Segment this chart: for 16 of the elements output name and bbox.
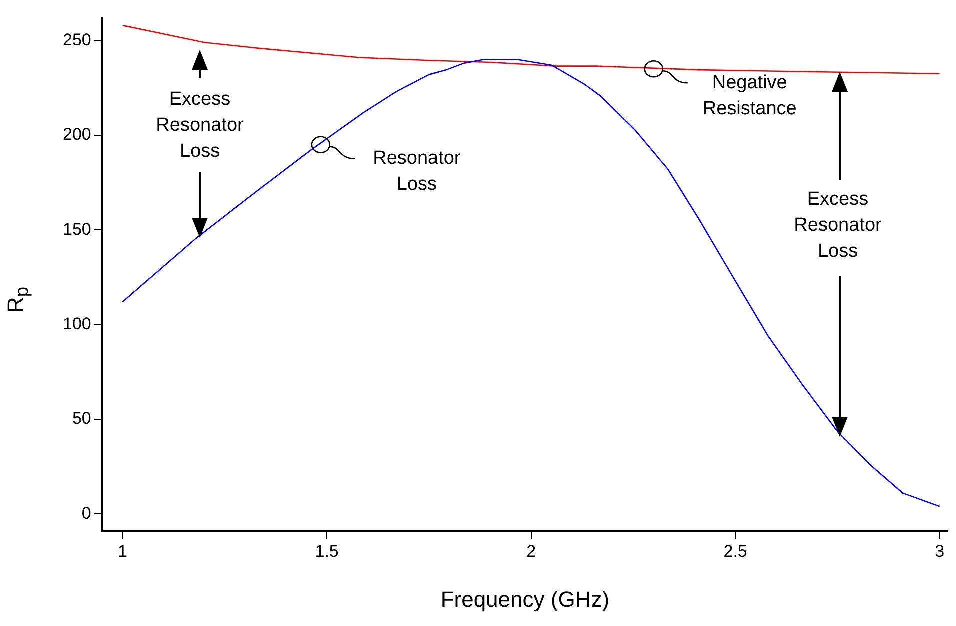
annotation: Excess Resonator Loss — [156, 89, 244, 162]
x-tick-label: 3 — [935, 542, 945, 562]
x-tick-label: 2 — [526, 542, 536, 562]
y-tick-label: 100 — [62, 314, 92, 334]
y-tick-label: 250 — [62, 30, 92, 50]
x-tick-label: 2.5 — [724, 542, 748, 562]
annotation: Excess Resonator Loss — [794, 189, 882, 262]
y-tick-label: 200 — [62, 125, 92, 144]
x-tick-label: 1 — [118, 542, 128, 562]
y-tick-label: 0 — [82, 504, 92, 523]
y-tick-label: 150 — [62, 220, 92, 239]
annotation: Negative Resistance — [702, 72, 797, 120]
x-tick-label: 1.5 — [315, 542, 339, 562]
y-tick-label: 50 — [72, 409, 92, 428]
x-axis-title: Frequency (GHz) — [440, 586, 610, 612]
annotation: Resonator Loss — [373, 148, 462, 196]
